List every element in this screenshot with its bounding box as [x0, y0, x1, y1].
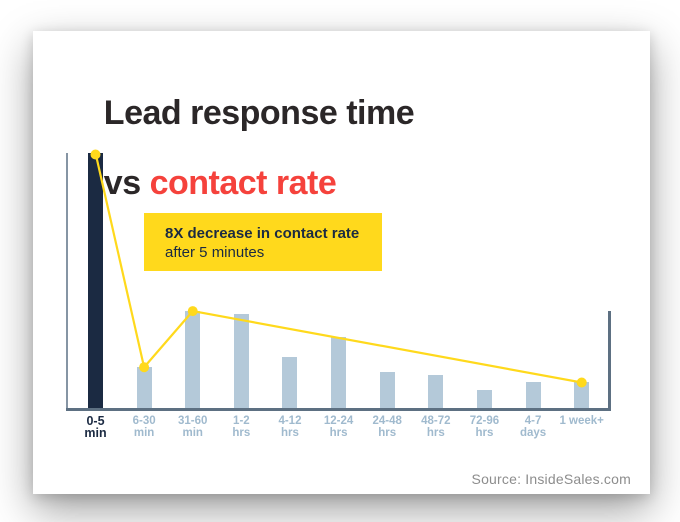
- x-tick-label: 72-96 hrs: [469, 415, 500, 439]
- x-axis-line: [66, 408, 611, 411]
- bar-4-12-hrs: [282, 357, 298, 408]
- bar-48-72-hrs: [428, 375, 444, 408]
- title-line1: Lead response time: [103, 94, 415, 132]
- x-tick-label: 4-7 days: [519, 415, 547, 439]
- right-axis-line: [608, 311, 611, 408]
- source-credit: Source: InsideSales.com: [471, 471, 631, 487]
- bar-0-5-min: [88, 153, 103, 408]
- bar-12-24-hrs: [331, 337, 347, 408]
- bar-24-48-hrs: [379, 372, 395, 408]
- x-tick-label: 24-48 hrs: [372, 415, 402, 439]
- y-axis-line: [66, 153, 68, 408]
- bar-chart: 0-5 min 6-30 min 31-60 min 1-2 hrs 4-12 hrs 12-24 h…: [66, 149, 612, 439]
- x-tick-label: 6-30 min: [132, 415, 156, 439]
- bar-31-60-min: [185, 311, 201, 408]
- x-tick-label: 1-2 hrs: [232, 415, 251, 439]
- bar-1-2-hrs: [233, 314, 249, 408]
- x-tick-label: 48-72 hrs: [421, 415, 451, 439]
- bar-1-week+: [574, 382, 590, 408]
- bar-4-7-days: [525, 382, 541, 408]
- x-tick-label: 12-24 hrs: [323, 415, 354, 439]
- annotation-callout: 8X decrease in contact rate after 5 minu…: [144, 213, 382, 271]
- x-tick-label: 0-5 min: [84, 414, 107, 440]
- annotation-line2: after 5 minutes: [165, 244, 265, 261]
- bar-6-30-min: [136, 367, 152, 408]
- x-tick-label: 4-12 hrs: [278, 415, 302, 439]
- annotation-line1: 8X decrease in contact rate: [165, 225, 360, 242]
- x-tick-label: 31-60 min: [178, 415, 208, 439]
- x-tick-label: 1 week+: [559, 415, 604, 427]
- bar-72-96-hrs: [476, 390, 492, 408]
- infographic-card: Lead response time vs contact rate 0-5 mi…: [33, 31, 650, 494]
